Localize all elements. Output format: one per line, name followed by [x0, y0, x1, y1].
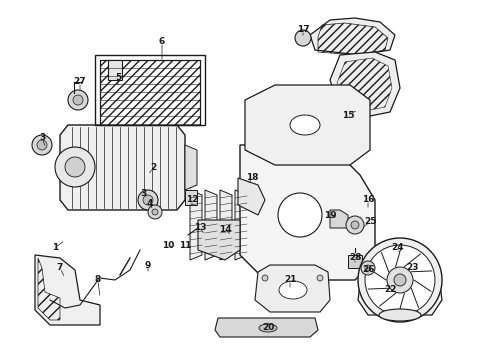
Text: 17: 17	[296, 26, 309, 35]
Text: 1: 1	[52, 243, 58, 252]
Polygon shape	[198, 220, 240, 260]
Circle shape	[32, 135, 52, 155]
Polygon shape	[358, 260, 442, 315]
Circle shape	[262, 275, 268, 281]
Text: 3: 3	[39, 134, 45, 143]
Text: 21: 21	[284, 275, 296, 284]
Circle shape	[278, 193, 322, 237]
Circle shape	[37, 140, 47, 150]
Polygon shape	[35, 255, 100, 325]
Text: 22: 22	[384, 285, 396, 294]
Circle shape	[148, 205, 162, 219]
Text: 25: 25	[364, 217, 376, 226]
Polygon shape	[185, 145, 197, 190]
Text: 7: 7	[57, 264, 63, 273]
Text: 27: 27	[74, 77, 86, 86]
Polygon shape	[255, 265, 330, 312]
Text: 24: 24	[392, 243, 404, 252]
Circle shape	[55, 147, 95, 187]
Polygon shape	[215, 318, 318, 337]
Circle shape	[365, 265, 371, 271]
Ellipse shape	[279, 281, 307, 299]
Ellipse shape	[290, 115, 320, 135]
Text: 16: 16	[362, 195, 374, 204]
Polygon shape	[330, 210, 348, 228]
Circle shape	[361, 261, 375, 275]
Circle shape	[346, 216, 364, 234]
Text: 15: 15	[342, 111, 354, 120]
Text: 4: 4	[147, 198, 153, 207]
Text: 8: 8	[95, 275, 101, 284]
Text: 19: 19	[324, 211, 336, 220]
Text: 18: 18	[246, 174, 258, 183]
Circle shape	[295, 30, 311, 46]
Text: 10: 10	[162, 240, 174, 249]
Polygon shape	[108, 60, 122, 80]
Text: 5: 5	[115, 73, 121, 82]
Text: 11: 11	[179, 240, 191, 249]
Circle shape	[65, 157, 85, 177]
Circle shape	[358, 238, 442, 322]
Polygon shape	[238, 178, 265, 215]
Polygon shape	[330, 52, 400, 118]
Circle shape	[394, 274, 406, 286]
Polygon shape	[240, 145, 375, 280]
Ellipse shape	[379, 309, 421, 321]
Text: 12: 12	[186, 195, 198, 204]
Text: 14: 14	[219, 225, 231, 234]
Ellipse shape	[259, 324, 277, 332]
Polygon shape	[220, 190, 232, 260]
Text: 6: 6	[159, 37, 165, 46]
Circle shape	[365, 245, 435, 315]
Polygon shape	[235, 190, 247, 260]
Circle shape	[73, 95, 83, 105]
Text: 28: 28	[349, 253, 361, 262]
Polygon shape	[310, 18, 395, 55]
Circle shape	[68, 90, 88, 110]
Text: 3: 3	[140, 189, 146, 198]
Circle shape	[152, 209, 158, 215]
Polygon shape	[245, 85, 370, 165]
Polygon shape	[205, 190, 217, 260]
Polygon shape	[375, 248, 420, 262]
Text: 9: 9	[145, 261, 151, 270]
Polygon shape	[60, 125, 185, 210]
Text: 2: 2	[150, 163, 156, 172]
Text: 26: 26	[362, 266, 374, 274]
Polygon shape	[100, 60, 200, 125]
Circle shape	[138, 190, 158, 210]
Circle shape	[143, 195, 153, 205]
Polygon shape	[185, 190, 197, 205]
Text: 20: 20	[262, 324, 274, 333]
Text: 13: 13	[194, 224, 206, 233]
Circle shape	[387, 267, 413, 293]
Polygon shape	[348, 255, 362, 268]
Circle shape	[317, 275, 323, 281]
Circle shape	[351, 221, 359, 229]
Polygon shape	[190, 190, 202, 260]
Text: 23: 23	[406, 264, 418, 273]
